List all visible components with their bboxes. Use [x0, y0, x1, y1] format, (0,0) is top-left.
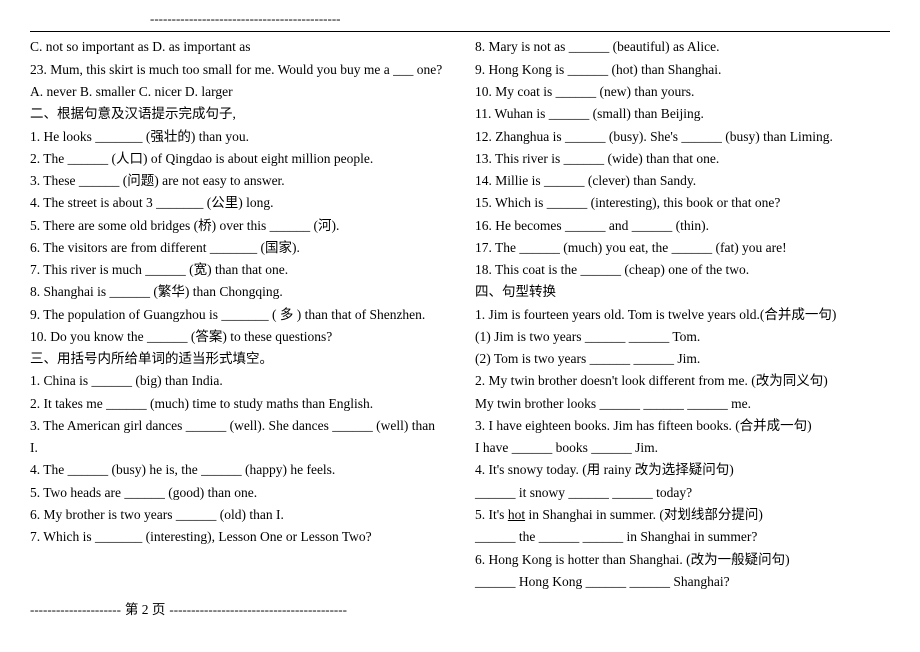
text-line: 7. This river is much ______ (宽) than th…	[30, 259, 445, 281]
underlined-word: hot	[508, 507, 525, 522]
text-line: 2. The ______ (人口) of Qingdao is about e…	[30, 148, 445, 170]
content-columns: C. not so important as D. as important a…	[30, 36, 890, 593]
footer: ---------------------第 2 页--------------…	[30, 599, 890, 621]
text-line: 6. My brother is two years ______ (old) …	[30, 504, 445, 526]
text-line: 4. The street is about 3 _______ (公里) lo…	[30, 192, 445, 214]
right-column: 8. Mary is not as ______ (beautiful) as …	[475, 36, 890, 593]
top-rule	[30, 31, 890, 32]
text-line: 8. Shanghai is ______ (繁华) than Chongqin…	[30, 281, 445, 303]
text-line: 1. Jim is fourteen years old. Tom is twe…	[475, 304, 890, 326]
footer-left-dashes: ---------------------	[30, 602, 121, 617]
text-line: 5. It's hot in Shanghai in summer. (对划线部…	[475, 504, 890, 526]
text-line: 7. Which is _______ (interesting), Lesso…	[30, 526, 445, 548]
text-line: (1) Jim is two years ______ ______ Tom.	[475, 326, 890, 348]
text-line: A. never B. smaller C. nicer D. larger	[30, 81, 445, 103]
text-line: 1. China is ______ (big) than India.	[30, 370, 445, 392]
text-line: 2. My twin brother doesn't look differen…	[475, 370, 890, 392]
text-line: 9. The population of Guangzhou is ______…	[30, 304, 445, 326]
text-line: I have ______ books ______ Jim.	[475, 437, 890, 459]
text-line: 1. He looks _______ (强壮的) than you.	[30, 126, 445, 148]
text-line: 23. Mum, this skirt is much too small fo…	[30, 59, 445, 81]
text-line: 16. He becomes ______ and ______ (thin).	[475, 215, 890, 237]
text-line: 5. There are some old bridges (桥) over t…	[30, 215, 445, 237]
left-column: C. not so important as D. as important a…	[30, 36, 445, 593]
text-suffix: in Shanghai in summer. (对划线部分提问)	[525, 507, 763, 522]
text-line: 14. Millie is ______ (clever) than Sandy…	[475, 170, 890, 192]
text-line: C. not so important as D. as important a…	[30, 36, 445, 58]
text-line: 3. The American girl dances ______ (well…	[30, 415, 445, 460]
text-line: 12. Zhanghua is ______ (busy). She's ___…	[475, 126, 890, 148]
text-line: 10. Do you know the ______ (答案) to these…	[30, 326, 445, 348]
text-line: ______ Hong Kong ______ ______ Shanghai?	[475, 571, 890, 593]
text-line: 4. It's snowy today. (用 rainy 改为选择疑问句)	[475, 459, 890, 481]
section-heading: 二、根据句意及汉语提示完成句子,	[30, 103, 445, 125]
text-line: 6. Hong Kong is hotter than Shanghai. (改…	[475, 549, 890, 571]
text-prefix: 5. It's	[475, 507, 508, 522]
text-line: 9. Hong Kong is ______ (hot) than Shangh…	[475, 59, 890, 81]
text-line: 3. I have eighteen books. Jim has fiftee…	[475, 415, 890, 437]
text-line: 17. The ______ (much) you eat, the _____…	[475, 237, 890, 259]
text-line: 3. These ______ (问题) are not easy to ans…	[30, 170, 445, 192]
text-line: (2) Tom is two years ______ ______ Jim.	[475, 348, 890, 370]
footer-right-dashes: ----------------------------------------…	[169, 602, 347, 617]
text-line: 5. Two heads are ______ (good) than one.	[30, 482, 445, 504]
section-heading: 四、句型转换	[475, 281, 890, 303]
text-line: My twin brother looks ______ ______ ____…	[475, 393, 890, 415]
text-line: 18. This coat is the ______ (cheap) one …	[475, 259, 890, 281]
text-line: ______ the ______ ______ in Shanghai in …	[475, 526, 890, 548]
text-line: 10. My coat is ______ (new) than yours.	[475, 81, 890, 103]
text-line: 6. The visitors are from different _____…	[30, 237, 445, 259]
top-dashes: ----------------------------------------…	[30, 8, 890, 29]
section-heading: 三、用括号内所给单词的适当形式填空。	[30, 348, 445, 370]
text-line: 4. The ______ (busy) he is, the ______ (…	[30, 459, 445, 481]
text-line: 11. Wuhan is ______ (small) than Beijing…	[475, 103, 890, 125]
page-number: 第 2 页	[121, 599, 170, 621]
text-line: 13. This river is ______ (wide) than tha…	[475, 148, 890, 170]
text-line: 15. Which is ______ (interesting), this …	[475, 192, 890, 214]
text-line: 8. Mary is not as ______ (beautiful) as …	[475, 36, 890, 58]
text-line: 2. It takes me ______ (much) time to stu…	[30, 393, 445, 415]
text-line: ______ it snowy ______ ______ today?	[475, 482, 890, 504]
